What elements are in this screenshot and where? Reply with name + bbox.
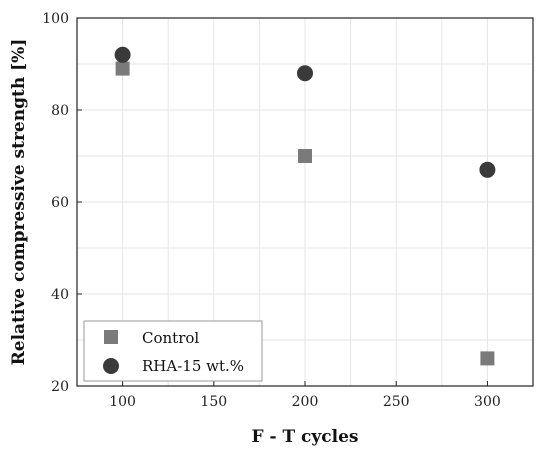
data-point-rha [297, 65, 313, 82]
y-tick-label: 40 [51, 287, 69, 303]
y-tick-label: 20 [51, 379, 69, 395]
plot-frame [76, 17, 534, 387]
x-tick-label: 200 [292, 394, 319, 410]
y-tick-labels: 20 40 60 80 100 [42, 11, 82, 395]
data-point-rha [479, 161, 496, 178]
data-point-control [298, 149, 312, 163]
data-point-control [115, 61, 130, 76]
x-tick-label: 300 [474, 394, 501, 410]
x-axis-title: F - T cycles [252, 427, 359, 447]
y-axis-title: Relative compressive strength [%] [9, 39, 29, 366]
x-tick-label: 250 [383, 394, 410, 410]
x-tick-labels: 100 150 200 250 300 [109, 381, 501, 410]
x-tick-label: 150 [200, 394, 227, 410]
x-tick-label: 100 [109, 394, 136, 410]
y-tick-label: 60 [51, 195, 69, 211]
y-tick-label: 100 [42, 11, 69, 27]
data-point-rha [114, 46, 131, 63]
y-tick-label: 80 [51, 103, 69, 119]
legend-label-rha: RHA-15 wt.% [142, 357, 244, 375]
legend-label-control: Control [142, 329, 199, 347]
legend: Control RHA-15 wt.% [83, 320, 263, 382]
legend-marker-control [104, 330, 118, 344]
data-marks [114, 46, 496, 366]
data-point-control [480, 351, 495, 366]
legend-marker-rha [103, 358, 119, 374]
